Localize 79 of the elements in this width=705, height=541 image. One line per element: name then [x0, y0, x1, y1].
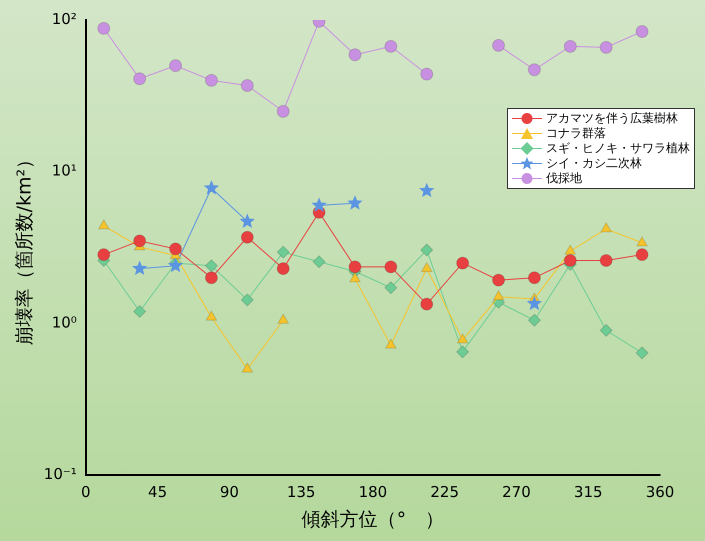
x-tick-label: 225 — [430, 483, 459, 502]
point — [456, 345, 470, 358]
point — [564, 254, 577, 267]
y-axis-title: 崩壊率（箇所数/km²） — [13, 150, 36, 346]
point — [204, 180, 220, 195]
point — [169, 242, 182, 256]
point — [133, 234, 146, 248]
point — [600, 222, 612, 232]
point — [277, 314, 289, 324]
legend-label: シイ・カシ二次林 — [546, 156, 642, 171]
point — [385, 338, 397, 349]
y-tick-label: 10⁰ — [52, 313, 77, 332]
point — [636, 346, 649, 360]
point — [384, 40, 398, 53]
x-tick-label: 90 — [220, 483, 239, 502]
point — [492, 274, 506, 287]
point — [564, 244, 576, 255]
point — [420, 243, 434, 256]
legend-label: 伐採地 — [546, 171, 582, 186]
point — [348, 260, 362, 274]
point — [349, 272, 361, 282]
legend-label: アカマツを伴う広葉樹林 — [546, 111, 678, 126]
point — [421, 262, 432, 272]
point — [97, 22, 110, 35]
point — [132, 260, 148, 276]
point — [347, 195, 363, 210]
point — [528, 271, 541, 284]
x-tick-label: 0 — [81, 483, 91, 502]
point — [311, 197, 327, 212]
point — [276, 246, 290, 259]
x-tick-label: 45 — [148, 483, 168, 502]
point — [492, 290, 504, 300]
x-tick-label: 180 — [358, 483, 388, 502]
point — [420, 68, 434, 81]
point — [240, 213, 255, 228]
point — [240, 293, 254, 306]
point — [276, 104, 290, 118]
point — [528, 63, 541, 76]
legend-label: コナラ群落 — [546, 126, 606, 141]
point — [98, 219, 110, 230]
point — [636, 248, 649, 262]
point — [384, 281, 398, 294]
point — [636, 24, 649, 38]
point — [312, 255, 326, 268]
point — [384, 260, 398, 274]
point — [133, 304, 146, 318]
y-tick-label: 10⁻¹ — [44, 465, 77, 484]
point — [133, 72, 146, 86]
x-axis-title: 傾斜方位（° ） — [302, 508, 444, 531]
point — [240, 79, 254, 92]
point — [242, 362, 254, 373]
point — [240, 230, 254, 244]
x-tick-label: 135 — [286, 483, 316, 502]
y-tick-label: 10² — [52, 10, 77, 28]
point — [204, 271, 218, 284]
point — [636, 236, 648, 246]
point — [276, 262, 290, 276]
point — [456, 333, 468, 344]
point — [206, 310, 218, 321]
point — [419, 182, 434, 198]
point — [492, 38, 506, 52]
point — [348, 48, 362, 62]
point — [600, 40, 613, 54]
point — [204, 74, 218, 87]
y-tick-label: 10¹ — [52, 162, 77, 180]
point — [600, 324, 613, 337]
point — [526, 296, 542, 310]
point — [600, 254, 613, 267]
x-tick-label: 270 — [502, 483, 531, 502]
x-tick-label: 315 — [574, 483, 603, 502]
point — [420, 298, 434, 311]
x-tick-label: 360 — [646, 483, 674, 502]
point — [528, 314, 541, 327]
point — [456, 256, 470, 270]
point — [97, 248, 110, 262]
legend-label: スギ・ヒノキ・サワラ植林 — [546, 141, 690, 156]
point — [204, 259, 218, 272]
point — [564, 40, 577, 53]
point — [169, 59, 182, 72]
